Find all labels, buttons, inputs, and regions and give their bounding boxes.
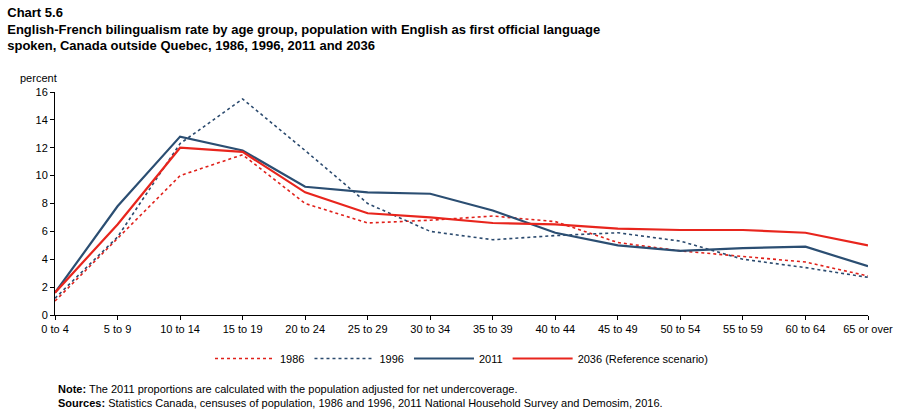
svg-text:60 to 64: 60 to 64	[786, 323, 826, 335]
svg-text:Note: The 2011 proportions are: Note: The 2011 proportions are calculate…	[58, 383, 517, 395]
svg-text:2011: 2011	[479, 353, 503, 365]
svg-text:Chart 5.6English-French biling: Chart 5.6English-French bilingualism rat…	[7, 5, 600, 54]
svg-text:4: 4	[42, 253, 48, 265]
svg-text:2036 (Reference scenario): 2036 (Reference scenario)	[578, 353, 708, 365]
svg-text:20 to 24: 20 to 24	[285, 323, 325, 335]
svg-text:55 to 59: 55 to 59	[723, 323, 763, 335]
svg-text:65 or over: 65 or over	[843, 323, 893, 335]
svg-text:2: 2	[42, 281, 48, 293]
svg-text:25 to 29: 25 to 29	[348, 323, 388, 335]
svg-text:1986: 1986	[280, 353, 304, 365]
svg-text:50 to 54: 50 to 54	[660, 323, 700, 335]
svg-text:14: 14	[36, 114, 48, 126]
svg-text:8: 8	[42, 197, 48, 209]
svg-text:35 to 39: 35 to 39	[473, 323, 513, 335]
svg-text:0 to 4: 0 to 4	[41, 323, 69, 335]
svg-text:45 to 49: 45 to 49	[598, 323, 638, 335]
svg-text:10: 10	[36, 169, 48, 181]
svg-text:16: 16	[36, 86, 48, 98]
svg-text:40 to 44: 40 to 44	[535, 323, 575, 335]
svg-text:0: 0	[42, 309, 48, 321]
svg-text:12: 12	[36, 142, 48, 154]
svg-text:5 to 9: 5 to 9	[104, 323, 132, 335]
svg-text:percent: percent	[20, 72, 57, 84]
svg-text:1996: 1996	[379, 353, 403, 365]
svg-text:15 to 19: 15 to 19	[223, 323, 263, 335]
svg-text:10 to 14: 10 to 14	[160, 323, 200, 335]
svg-text:Sources: Statistics Canada, ce: Sources: Statistics Canada, censuses of …	[58, 397, 663, 409]
svg-text:30 to 34: 30 to 34	[410, 323, 450, 335]
svg-text:6: 6	[42, 225, 48, 237]
